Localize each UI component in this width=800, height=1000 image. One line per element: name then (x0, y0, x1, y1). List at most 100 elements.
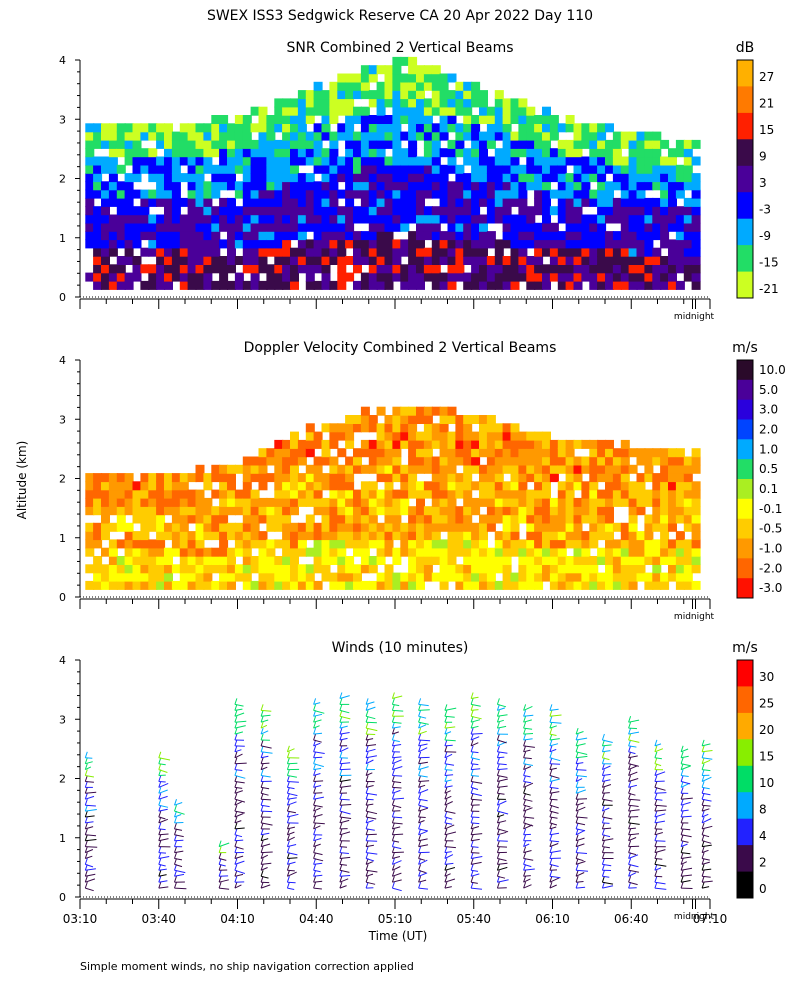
wind-barb (701, 776, 712, 782)
wind-barb-shaft (680, 751, 684, 758)
echo-cell (305, 131, 315, 141)
echo-cell (337, 206, 347, 216)
wind-barb-shaft (286, 876, 290, 883)
echo-cell (282, 189, 292, 199)
wind-barb (392, 826, 401, 830)
wind-barb (339, 875, 351, 877)
y-tick-label: 4 (59, 654, 66, 667)
echo-cell (660, 189, 670, 199)
echo-cell (392, 506, 402, 516)
wind-barb-shaft (339, 864, 343, 871)
wind-barb-shaft (601, 745, 605, 752)
echo-cell (171, 547, 181, 557)
echo-cell (250, 256, 260, 265)
wind-barb-shaft (549, 751, 553, 758)
echo-cell (581, 556, 591, 565)
wind-barb-shaft (234, 787, 238, 794)
echo-cell (368, 115, 378, 124)
wind-barb (680, 840, 689, 843)
echo-cell (376, 580, 386, 590)
echo-cell (171, 272, 181, 282)
echo-cell (242, 280, 252, 290)
echo-cell (660, 456, 670, 466)
echo-cell (612, 139, 622, 149)
echo-cell (132, 222, 142, 232)
echo-cell (416, 73, 425, 83)
echo-cell (132, 206, 142, 216)
echo-cell (683, 580, 693, 590)
wind-barb-shaft (418, 852, 422, 859)
wind-barb (234, 813, 244, 818)
echo-cell (360, 497, 370, 507)
echo-cell (227, 247, 236, 257)
echo-cell (605, 214, 614, 224)
echo-cell (148, 173, 158, 183)
echo-cell (179, 256, 189, 265)
echo-cell (148, 489, 158, 499)
echo-cell (179, 564, 189, 574)
echo-cell (439, 197, 449, 207)
echo-cell (644, 206, 654, 216)
echo-cell (431, 539, 441, 549)
echo-cell (423, 106, 433, 116)
echo-cell (652, 139, 662, 149)
echo-cell (439, 556, 449, 565)
echo-cell (227, 239, 236, 249)
colorbar-label: 9 (759, 150, 767, 164)
wind-barb (339, 798, 350, 801)
echo-cell (179, 556, 189, 565)
wind-barb (654, 757, 662, 760)
echo-cell (510, 131, 520, 141)
echo-cell (227, 556, 236, 565)
echo-cell (597, 264, 607, 274)
echo-cell (502, 272, 512, 282)
echo-cell (266, 123, 276, 133)
echo-cell (329, 481, 339, 491)
echo-cell (675, 531, 685, 541)
echo-cell (171, 473, 181, 483)
echo-cell (360, 489, 370, 499)
wind-barb-shaft (234, 739, 238, 747)
wind-barb (313, 763, 324, 768)
echo-cell (384, 272, 394, 282)
echo-cell (439, 539, 449, 549)
echo-cell (219, 173, 229, 183)
echo-cell (376, 489, 386, 499)
wind-barb-shaft (339, 698, 343, 705)
echo-cell (463, 256, 473, 265)
echo-cell (148, 131, 158, 141)
echo-cell (589, 580, 599, 590)
echo-cell (203, 564, 213, 574)
echo-cell (282, 214, 292, 224)
echo-cell (329, 156, 339, 166)
echo-cell (636, 448, 646, 458)
echo-cell (597, 531, 607, 541)
echo-cell (597, 448, 607, 458)
echo-cell (518, 572, 528, 582)
wind-barb-shaft (654, 822, 658, 830)
echo-cell (219, 264, 229, 274)
echo-cell (518, 222, 528, 232)
wind-barb (497, 862, 508, 865)
echo-cell (282, 272, 292, 282)
echo-cell (266, 189, 276, 199)
echo-cell (376, 189, 386, 199)
wind-barb (523, 792, 531, 796)
echo-cell (376, 173, 386, 183)
wind-barb (260, 730, 269, 735)
echo-cell (416, 464, 425, 474)
echo-cell (660, 139, 670, 149)
echo-cell (644, 280, 654, 290)
echo-cell (479, 106, 488, 116)
echo-cell (471, 580, 481, 590)
echo-cell (549, 164, 559, 174)
echo-cell (408, 73, 418, 83)
wind-barb-shaft (701, 769, 705, 776)
echo-cell (660, 547, 670, 557)
echo-cell (431, 98, 441, 108)
wind-barb (392, 866, 401, 871)
echo-cell (589, 256, 599, 265)
echo-cell (605, 272, 614, 282)
wind-barb-shaft (260, 781, 264, 788)
